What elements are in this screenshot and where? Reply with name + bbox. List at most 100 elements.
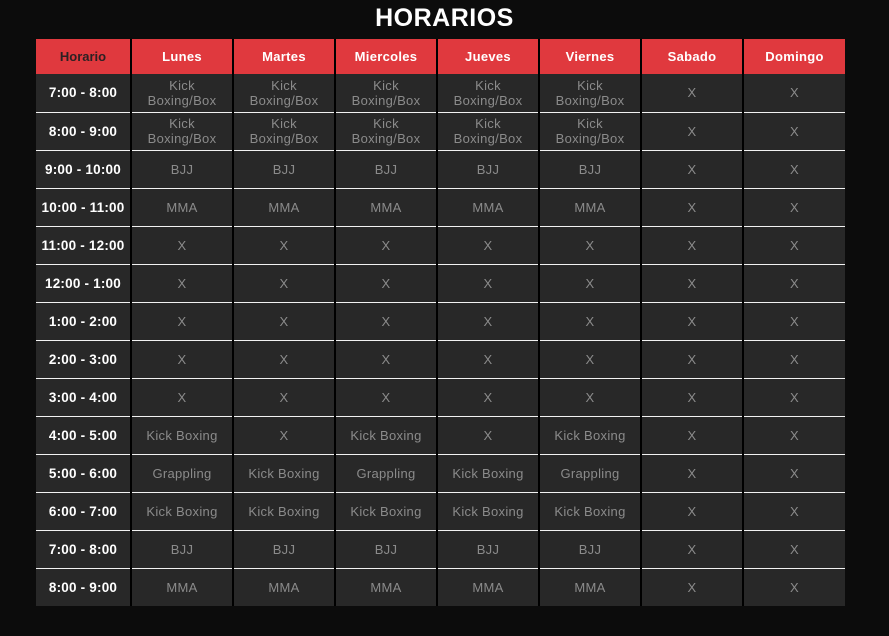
activity-cell: X	[334, 378, 437, 416]
activity-cell: X	[130, 264, 233, 302]
activity-cell: Kick Boxing	[436, 492, 539, 530]
activity-cell: X	[538, 226, 641, 264]
table-row: 6:00 - 7:00 Kick Boxing Kick Boxing Kick Bo…	[36, 492, 845, 530]
activity-cell: X	[334, 340, 437, 378]
schedule-table-container: Horario Lunes Martes Miercoles Jueves Viernes…	[36, 39, 845, 606]
column-header-day-miercoles: Miercoles	[334, 39, 437, 74]
activity-cell: X	[130, 340, 233, 378]
activity-cell: Kick Boxing/Box	[334, 112, 437, 150]
time-slot-label: 10:00 - 11:00	[41, 199, 125, 215]
activity-cell: Kick Boxing/Box	[436, 74, 539, 112]
activity-cell: X	[538, 340, 641, 378]
column-header-day-viernes: Viernes	[538, 39, 641, 74]
activity-cell: BJJ	[436, 530, 539, 568]
activity-cell: X	[742, 378, 845, 416]
activity-cell: Grappling	[334, 454, 437, 492]
activity-cell: X	[640, 150, 743, 188]
activity-cell: Kick Boxing/Box	[538, 112, 641, 150]
activity-cell: BJJ	[130, 530, 233, 568]
activity-cell: BJJ	[538, 530, 641, 568]
activity-cell: MMA	[436, 568, 539, 606]
column-header-day-martes: Martes	[232, 39, 335, 74]
activity-cell: X	[232, 416, 335, 454]
activity-cell: Grappling	[130, 454, 233, 492]
activity-cell: BJJ	[436, 150, 539, 188]
activity-cell: X	[742, 74, 845, 112]
column-header-day-sabado: Sabado	[640, 39, 743, 74]
table-row: 2:00 - 3:00 X X X X X X X	[36, 340, 845, 378]
table-row: 11:00 - 12:00 X X X X X X X	[36, 226, 845, 264]
activity-cell: Kick Boxing/Box	[436, 112, 539, 150]
activity-cell: Kick Boxing	[436, 454, 539, 492]
time-slot-label: 6:00 - 7:00	[48, 503, 118, 519]
activity-cell: X	[640, 264, 743, 302]
activity-cell: BJJ	[538, 150, 641, 188]
activity-cell: X	[538, 378, 641, 416]
time-slot-label: 12:00 - 1:00	[45, 275, 121, 291]
activity-cell: X	[742, 226, 845, 264]
activity-cell: X	[742, 568, 845, 606]
table-row: 8:00 - 9:00 Kick Boxing/Box Kick Boxing/Bo…	[36, 112, 845, 150]
activity-cell: X	[640, 188, 743, 226]
table-row: 10:00 - 11:00 MMA MMA MMA MMA MMA X X	[36, 188, 845, 226]
time-slot-label: 5:00 - 6:00	[48, 465, 118, 481]
activity-cell: X	[640, 226, 743, 264]
activity-cell: X	[640, 530, 743, 568]
activity-cell: Kick Boxing	[538, 492, 641, 530]
activity-cell: MMA	[232, 188, 335, 226]
activity-cell: MMA	[334, 188, 437, 226]
activity-cell: X	[130, 378, 233, 416]
activity-cell: Kick Boxing	[232, 492, 335, 530]
table-row: 7:00 - 8:00 BJJ BJJ BJJ BJJ BJJ X X	[36, 530, 845, 568]
time-slot-label: 8:00 - 9:00	[48, 123, 118, 139]
activity-cell: X	[640, 302, 743, 340]
time-slot-label: 8:00 - 9:00	[48, 579, 118, 595]
activity-cell: X	[436, 378, 539, 416]
activity-cell: Grappling	[538, 454, 641, 492]
activity-cell: X	[334, 226, 437, 264]
time-slot-label: 7:00 - 8:00	[48, 85, 118, 101]
activity-cell: X	[640, 112, 743, 150]
activity-cell: MMA	[436, 188, 539, 226]
activity-cell: MMA	[130, 568, 233, 606]
activity-cell: MMA	[334, 568, 437, 606]
activity-cell: X	[436, 302, 539, 340]
activity-cell: Kick Boxing	[130, 416, 233, 454]
column-header-day-jueves: Jueves	[436, 39, 539, 74]
activity-cell: Kick Boxing	[538, 416, 641, 454]
activity-cell: MMA	[538, 568, 641, 606]
time-slot-label: 11:00 - 12:00	[41, 237, 125, 253]
schedule-table: Horario Lunes Martes Miercoles Jueves Viernes…	[36, 39, 845, 606]
column-header-day-domingo: Domingo	[742, 39, 845, 74]
activity-cell: BJJ	[232, 150, 335, 188]
activity-cell: X	[232, 340, 335, 378]
activity-cell: X	[436, 226, 539, 264]
activity-cell: Kick Boxing/Box	[130, 74, 233, 112]
activity-cell: X	[742, 112, 845, 150]
activity-cell: X	[436, 340, 539, 378]
activity-cell: Kick Boxing	[130, 492, 233, 530]
activity-cell: MMA	[130, 188, 233, 226]
activity-cell: X	[742, 454, 845, 492]
activity-cell: Kick Boxing/Box	[538, 74, 641, 112]
time-slot-label: 4:00 - 5:00	[48, 427, 118, 443]
table-row: 12:00 - 1:00 X X X X X X X	[36, 264, 845, 302]
activity-cell: X	[130, 226, 233, 264]
activity-cell: Kick Boxing	[334, 492, 437, 530]
table-row: 5:00 - 6:00 Grappling Kick Boxing Grappling…	[36, 454, 845, 492]
schedule-body: 7:00 - 8:00 Kick Boxing/Box Kick Boxing/Bo…	[36, 74, 845, 606]
activity-cell: Kick Boxing/Box	[334, 74, 437, 112]
activity-cell: X	[742, 492, 845, 530]
table-row: 4:00 - 5:00 Kick Boxing X Kick Boxing X Kick …	[36, 416, 845, 454]
time-slot-label: 1:00 - 2:00	[48, 313, 118, 329]
activity-cell: X	[334, 302, 437, 340]
activity-cell: X	[742, 150, 845, 188]
column-header-day-lunes: Lunes	[130, 39, 233, 74]
activity-cell: X	[640, 568, 743, 606]
activity-cell: BJJ	[334, 150, 437, 188]
activity-cell: Kick Boxing/Box	[232, 112, 335, 150]
activity-cell: X	[232, 226, 335, 264]
table-row: 3:00 - 4:00 X X X X X X X	[36, 378, 845, 416]
activity-cell: Kick Boxing	[334, 416, 437, 454]
page-title: HORARIOS	[375, 4, 514, 32]
